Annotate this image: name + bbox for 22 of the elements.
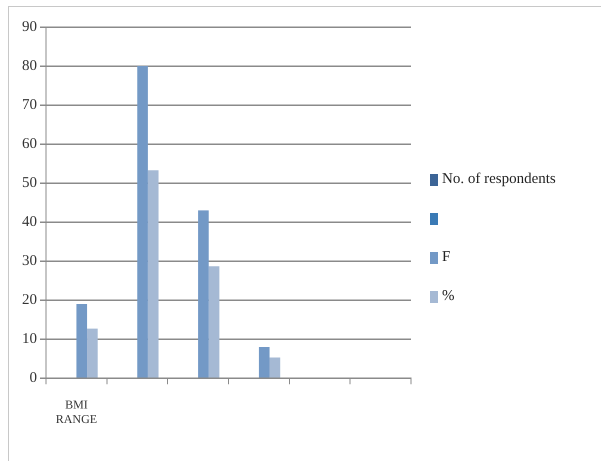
legend-label: %	[442, 288, 454, 305]
y-tick-label: 50	[22, 175, 37, 192]
bar	[76, 304, 88, 378]
x-tick-label: BMI RANGE	[56, 398, 98, 426]
y-tick-label: 30	[22, 253, 37, 270]
legend-label: No. of respondents	[442, 171, 556, 188]
bar	[208, 266, 220, 378]
bar	[198, 210, 209, 378]
y-tick-label: 70	[22, 96, 37, 113]
y-tick-label: 80	[22, 58, 37, 74]
bar	[137, 66, 148, 378]
bar	[258, 346, 270, 378]
y-tick-label: 20	[22, 292, 37, 308]
y-tick-label: 0	[30, 370, 37, 386]
bar	[148, 170, 159, 378]
y-tick-label: 60	[22, 136, 37, 152]
legend-label: F	[442, 249, 450, 266]
bar	[87, 328, 98, 378]
y-tick-label: 10	[22, 331, 37, 348]
y-tick-label: 40	[22, 214, 37, 230]
y-tick-label: 90	[22, 18, 37, 35]
bar	[270, 358, 280, 378]
